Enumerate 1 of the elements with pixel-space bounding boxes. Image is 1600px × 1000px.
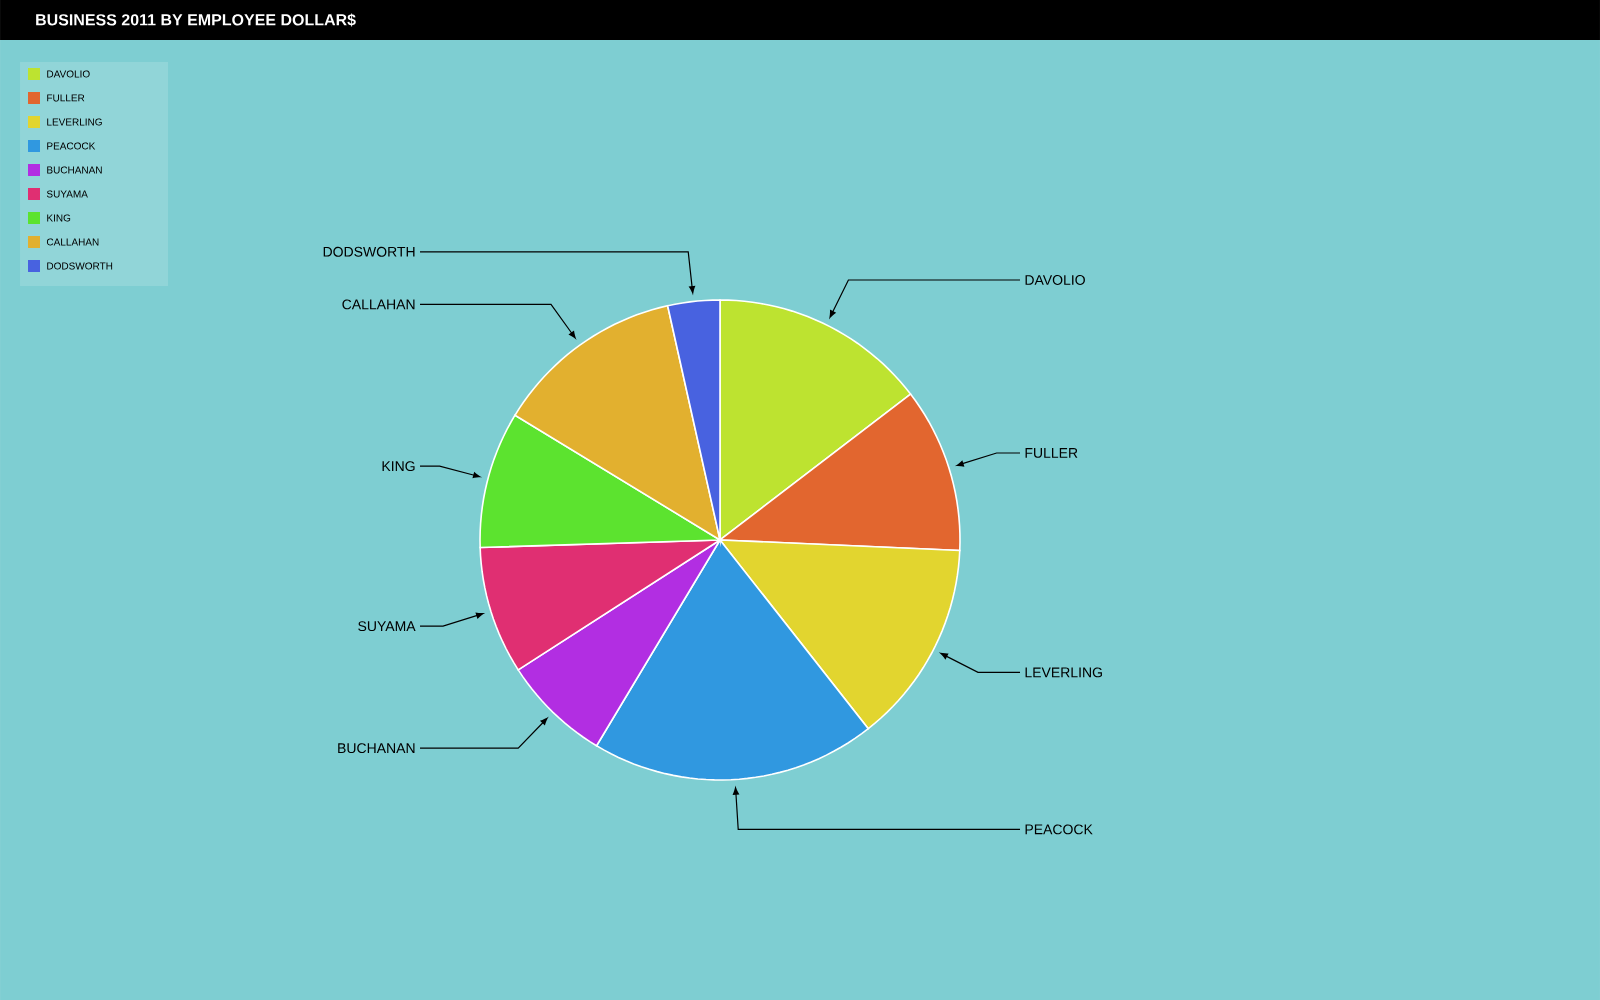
chart-title: BUSINESS 2011 BY EMPLOYEE DOLLAR$ [36,13,356,27]
